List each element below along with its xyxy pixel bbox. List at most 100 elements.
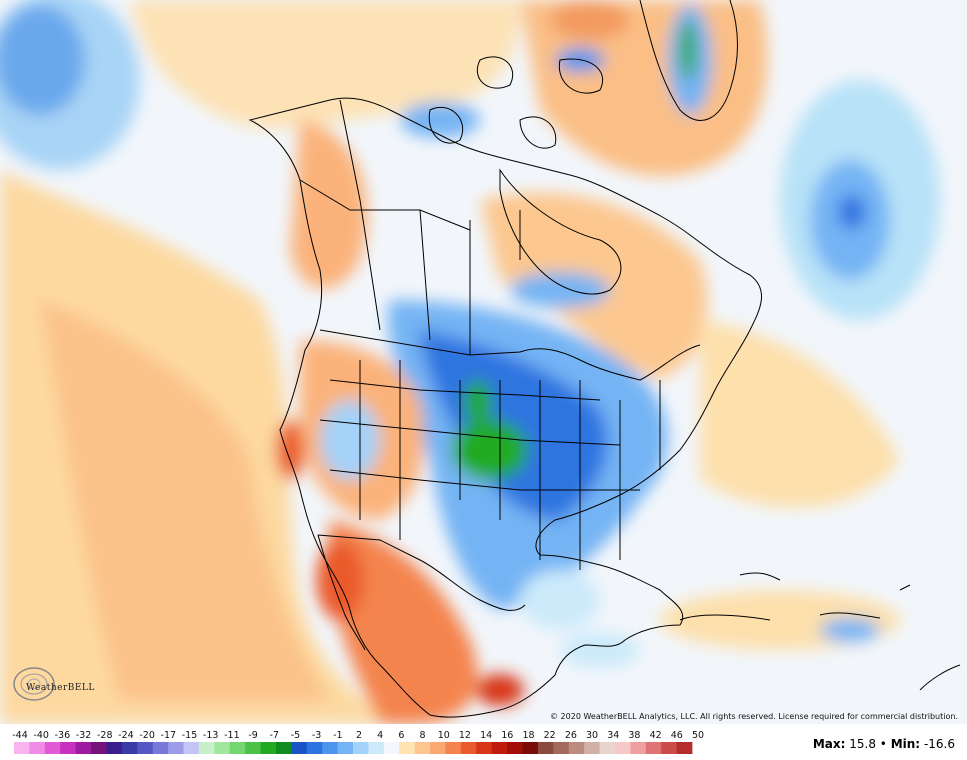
legend-colorbar: -44 -40 -36 -32 -28 -24 -20 -17 -15 -13 -11 -9 -7 -5-… — [12, 730, 704, 754]
legend-swatch — [476, 742, 493, 754]
color-legend: -44 -40 -36 -32 -28 -24 -20 -17 -15 -13 -11 -9 -7 -5-… — [0, 724, 967, 760]
logo-text: WeatherBELL — [26, 683, 95, 693]
separator: • — [879, 737, 887, 751]
legend-tick-label: -1 — [333, 730, 342, 741]
legend-tick-label: 12 — [459, 730, 471, 741]
legend-tick-label: 42 — [650, 730, 662, 741]
north-america-coastline — [248, 97, 763, 718]
copyright-text: © 2020 WeatherBELL Analytics, LLC. All r… — [550, 712, 958, 721]
state-lines — [319, 360, 661, 570]
legend-swatch — [229, 742, 246, 754]
legend-swatch — [445, 742, 462, 754]
legend-swatch — [44, 742, 61, 754]
min-label: Min: — [890, 737, 921, 751]
legend-tick-label: -15 — [182, 730, 198, 741]
legend-tick-label: -17 — [161, 730, 177, 741]
legend-tick-label: 38 — [628, 730, 640, 741]
legend-tick-label: 4 — [377, 730, 383, 741]
canada-us-border — [319, 329, 701, 381]
weatherbell-logo — [13, 667, 55, 701]
max-label: Max: — [812, 737, 846, 751]
max-min-readout: Max: 15.8 • Min: -16.6 — [813, 737, 955, 751]
legend-swatch — [291, 742, 308, 754]
legend-tick-label: -13 — [203, 730, 219, 741]
legend-swatch — [537, 742, 554, 754]
legend-swatch — [121, 742, 138, 754]
legend-swatch — [137, 742, 154, 754]
legend-swatch — [306, 742, 323, 754]
legend-swatch — [168, 742, 184, 754]
legend-tick-label: 46 — [671, 730, 683, 741]
legend-swatch — [676, 742, 693, 754]
legend-swatch — [198, 742, 215, 754]
legend-tick-label: 16 — [501, 730, 513, 741]
legend-tick-label: -40 — [33, 730, 49, 741]
legend-swatch — [414, 742, 431, 754]
legend-swatch — [75, 742, 92, 754]
caribbean-islands — [679, 572, 961, 691]
legend-tick-label: -24 — [118, 730, 134, 741]
legend-tick-label: -5 — [291, 730, 300, 741]
legend-swatch — [337, 742, 354, 754]
legend-swatch — [599, 742, 616, 754]
province-lines — [299, 99, 521, 355]
anomaly-shading — [0, 0, 940, 724]
legend-tick-label: 14 — [480, 730, 492, 741]
legend-swatch — [275, 742, 292, 754]
legend-swatch — [60, 742, 77, 754]
legend-tick-label: -11 — [224, 730, 240, 741]
legend-tick-label: 6 — [398, 730, 404, 741]
legend-swatch — [214, 742, 231, 754]
legend-swatch — [245, 742, 261, 754]
legend-swatch — [106, 742, 123, 754]
legend-tick-label: -7 — [270, 730, 279, 741]
arctic-islands — [428, 56, 603, 149]
legend-swatch — [630, 742, 647, 754]
legend-swatch — [568, 742, 585, 754]
legend-swatch — [399, 742, 416, 754]
legend-tick-label: -3 — [312, 730, 321, 741]
legend-tick-label: -32 — [76, 730, 92, 741]
legend-tick-label: 26 — [565, 730, 577, 741]
legend-tick-label: 2 — [356, 730, 362, 741]
legend-swatch — [353, 742, 369, 754]
legend-swatch — [152, 742, 169, 754]
legend-swatch — [430, 742, 446, 754]
temperature-anomaly-map: © 2020 WeatherBELL Analytics, LLC. All r… — [0, 0, 967, 724]
legend-swatch — [645, 742, 662, 754]
legend-swatch — [553, 742, 570, 754]
legend-tick-label: -44 — [12, 730, 28, 741]
map-boundaries — [248, 0, 961, 718]
legend-swatch — [383, 742, 400, 754]
legend-swatch — [507, 742, 523, 754]
legend-swatch — [584, 742, 600, 754]
legend-swatch — [368, 742, 385, 754]
us-mexico-border — [317, 534, 526, 611]
legend-swatch — [614, 742, 631, 754]
legend-tick-label: -36 — [55, 730, 71, 741]
legend-tick-label: -9 — [248, 730, 257, 741]
legend-tick-label: 8 — [420, 730, 426, 741]
legend-swatch — [522, 742, 539, 754]
baja-california — [317, 534, 366, 651]
legend-swatch — [260, 742, 277, 754]
max-value: 15.8 — [849, 737, 876, 751]
legend-swatch — [14, 742, 30, 754]
legend-tick-label: 18 — [522, 730, 534, 741]
legend-swatch — [322, 742, 338, 754]
legend-tick-label: -28 — [97, 730, 113, 741]
legend-tick-label: -20 — [139, 730, 155, 741]
legend-tick-label: 10 — [438, 730, 450, 741]
legend-swatch — [491, 742, 508, 754]
legend-tick-label: 34 — [607, 730, 619, 741]
legend-swatch — [460, 742, 477, 754]
min-value: -16.6 — [923, 737, 955, 751]
legend-swatch — [661, 742, 677, 754]
greenland-coast — [639, 0, 738, 121]
legend-swatch — [183, 742, 200, 754]
legend-tick-label: 50 — [692, 730, 704, 741]
legend-swatch — [29, 742, 46, 754]
legend-swatch — [91, 742, 107, 754]
legend-tick-label: 22 — [544, 730, 556, 741]
legend-tick-label: 30 — [586, 730, 598, 741]
